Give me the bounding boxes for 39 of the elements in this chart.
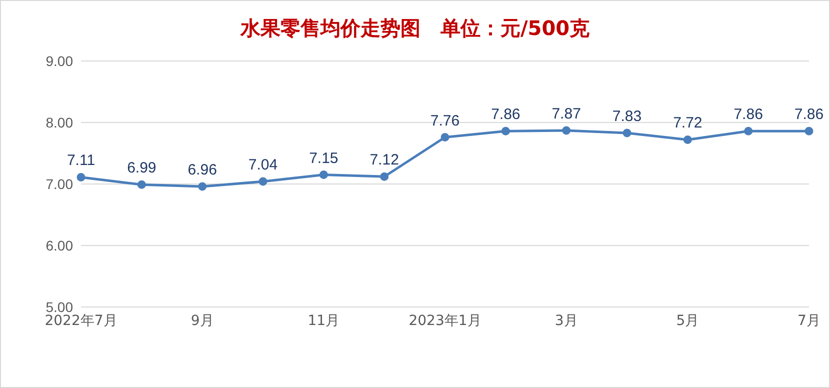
point [683,135,692,144]
data-label: 6.99 [127,160,156,177]
data-label: 7.87 [552,105,581,122]
y-tick-label: 6.00 [46,237,74,254]
point [744,126,753,136]
x-tick-label: 2022年7月 [44,312,118,329]
point [501,126,510,136]
data-label: 7.72 [673,114,702,132]
data-label: 7.15 [309,150,338,167]
x-tick-label: 2023年1月 [408,312,482,329]
data-label: 7.86 [491,106,520,124]
x-tick-label: 11月 [308,312,340,329]
y-tick-label: 9.00 [46,52,74,69]
point [622,128,632,138]
chart-title: 水果零售均价走势图 单位：元/500克 [239,15,591,42]
point [198,182,207,191]
x-tick-label: 5月 [676,312,700,329]
point [440,133,450,142]
point [380,172,389,181]
y-tick-label: 7.00 [46,176,74,192]
data-label: 7.86 [794,106,824,124]
point [804,126,814,136]
point [76,172,86,182]
y-tick-label: 8.00 [46,114,74,130]
data-label: 7.76 [430,112,460,130]
x-tick-label: 7月 [798,312,820,329]
point [137,180,146,189]
point [258,177,268,186]
point [562,126,571,135]
data-label: 7.11 [66,152,96,170]
x-tick-label: 3月 [554,312,578,329]
data-label: 6.96 [188,161,217,178]
y-tick-label: 5.00 [46,298,74,315]
x-tick-label: 9月 [190,312,214,329]
point [319,170,328,180]
data-label: 7.83 [612,108,642,125]
data-label: 7.04 [248,156,278,174]
data-label: 7.12 [370,152,399,169]
data-label: 7.86 [734,106,763,124]
